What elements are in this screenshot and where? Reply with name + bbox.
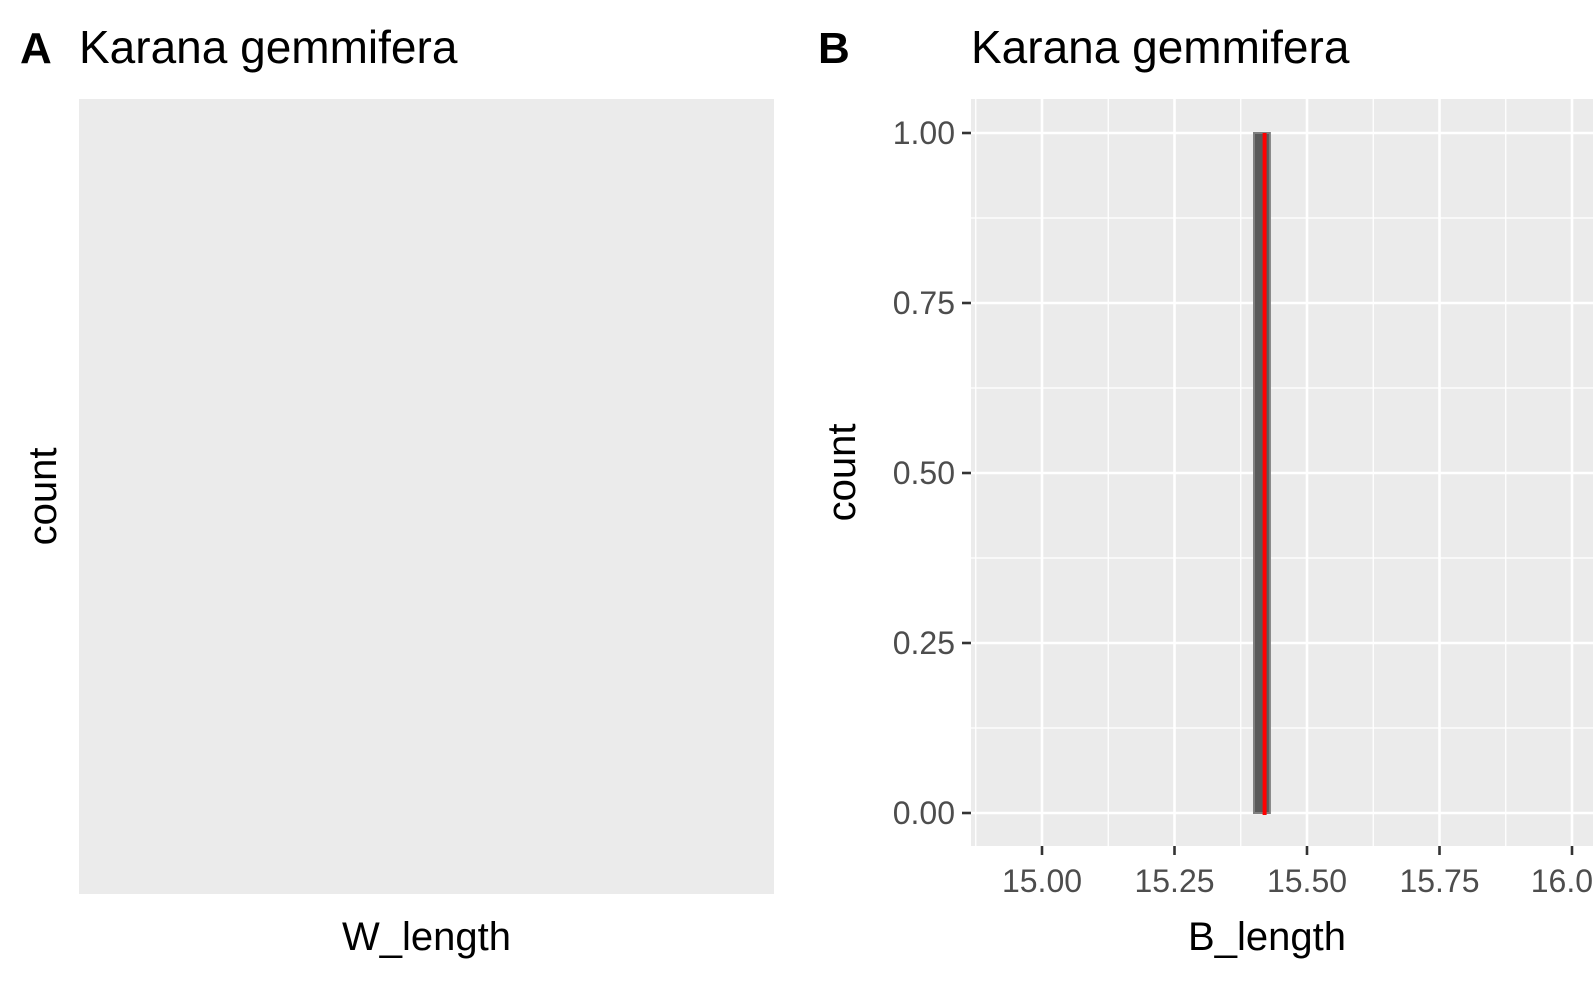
x-tick-label: 15.00 (1002, 863, 1082, 899)
panel-a-tag: A (20, 24, 52, 73)
y-tick-label: 0.00 (893, 795, 955, 831)
panel-b: B Karana gemmifera 0.000.250.500.751.00 … (818, 21, 1593, 959)
y-tick-label: 0.50 (893, 455, 955, 491)
y-tick-label: 0.75 (893, 285, 955, 321)
histogram-bar-0 (1253, 132, 1271, 814)
panel-a-y-axis-title: count (21, 448, 65, 546)
panel-b-y-axis-title: count (820, 424, 864, 522)
panel-b-title: Karana gemmifera (971, 21, 1350, 73)
panel-a-title: Karana gemmifera (79, 21, 458, 73)
panel-b-gridlines (971, 99, 1593, 846)
y-tick-label: 1.00 (893, 115, 955, 151)
panel-b-bars (1253, 132, 1271, 814)
panel-b-y-axis: 0.00 0.25 0.50 0.75 1.00 (893, 115, 971, 831)
panel-a-x-axis-title: W_length (342, 915, 511, 959)
panel-a-plot-area (79, 99, 774, 894)
panel-b-x-axis: 15.00 15.25 15.50 15.75 16.0 (1002, 846, 1593, 899)
panel-b-x-axis-title: B_length (1188, 915, 1346, 959)
x-tick-label: 15.50 (1267, 863, 1347, 899)
panel-b-tag: B (818, 24, 850, 73)
panel-a: A Karana gemmifera W_length count (20, 21, 774, 959)
x-tick-label: 15.75 (1399, 863, 1479, 899)
y-tick-label: 0.25 (893, 625, 955, 661)
x-tick-label: 15.25 (1134, 863, 1214, 899)
x-tick-label: 16.0 (1531, 863, 1593, 899)
